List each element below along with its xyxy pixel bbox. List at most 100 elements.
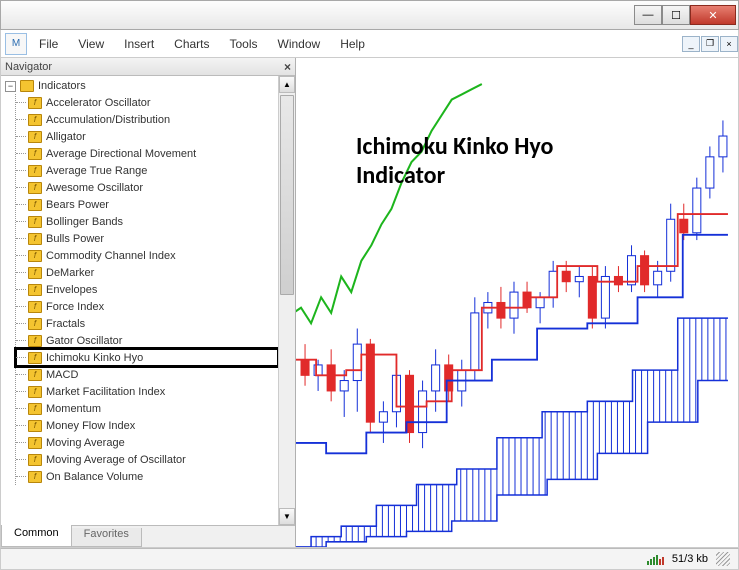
resize-grip[interactable] xyxy=(716,552,730,566)
scroll-up-button[interactable]: ▲ xyxy=(279,76,295,93)
indicator-icon: f xyxy=(28,165,42,177)
indicator-icon: f xyxy=(28,318,42,330)
indicator-icon: f xyxy=(28,403,42,415)
mdi-close-button[interactable]: × xyxy=(720,36,738,52)
indicator-item[interactable]: f Bears Power xyxy=(16,196,278,213)
indicator-label: Fractals xyxy=(46,318,85,330)
indicator-icon: f xyxy=(28,182,42,194)
indicator-item[interactable]: f Momentum xyxy=(16,400,278,417)
navigator-panel: Navigator × − Indicators f Accelerator Os… xyxy=(1,58,296,547)
scroll-track[interactable] xyxy=(279,93,295,508)
folder-icon xyxy=(20,80,34,92)
indicator-icon: f xyxy=(28,352,42,364)
indicator-item[interactable]: fMoving Average xyxy=(16,434,278,451)
chart-area[interactable]: Double Click Ichimoku Kinko HyoIndicator xyxy=(296,58,738,547)
indicator-label: Momentum xyxy=(46,403,101,415)
indicator-icon: f xyxy=(28,471,42,483)
menu-insert[interactable]: Insert xyxy=(114,34,164,54)
tree-root-label: Indicators xyxy=(38,80,86,92)
menu-charts[interactable]: Charts xyxy=(164,34,219,54)
indicator-item[interactable]: f Ichimoku Kinko Hyo xyxy=(16,349,278,366)
indicator-icon: f xyxy=(28,250,42,262)
indicator-item[interactable]: f Moving Average of Oscillator xyxy=(16,451,278,468)
window-close-button[interactable]: ✕ xyxy=(690,5,736,25)
indicator-item[interactable]: f On Balance Volume xyxy=(16,468,278,485)
annotation-indicator-title: Ichimoku Kinko HyoIndicator xyxy=(356,133,553,191)
indicator-item[interactable]: f Fractals xyxy=(16,315,278,332)
indicator-item[interactable]: f Bollinger Bands xyxy=(16,213,278,230)
indicator-icon: f xyxy=(28,131,42,143)
indicator-item[interactable]: fAwesome Oscillator xyxy=(16,179,278,196)
indicator-label: Alligator xyxy=(46,131,86,143)
mdi-restore-button[interactable]: ❐ xyxy=(701,36,719,52)
navigator-close-button[interactable]: × xyxy=(284,60,291,74)
indicator-item[interactable]: f Alligator xyxy=(16,128,278,145)
menu-tools[interactable]: Tools xyxy=(220,34,268,54)
indicator-label: Accumulation/Distribution xyxy=(46,114,170,126)
status-bar: 51/3 kb xyxy=(0,548,739,570)
indicator-label: On Balance Volume xyxy=(46,471,143,483)
indicator-label: Bulls Power xyxy=(46,233,104,245)
indicator-label: Average True Range xyxy=(46,165,147,177)
indicator-label: DeMarker xyxy=(46,267,94,279)
status-kb: 51/3 kb xyxy=(672,553,708,565)
tab-favorites[interactable]: Favorites xyxy=(71,528,142,547)
indicator-icon: f xyxy=(28,114,42,126)
mdi-buttons: _ ❐ × xyxy=(681,36,738,52)
menu-view[interactable]: View xyxy=(68,34,114,54)
indicator-icon: f xyxy=(28,454,42,466)
expander-icon[interactable]: − xyxy=(5,81,16,92)
indicator-label: Ichimoku Kinko Hyo xyxy=(46,352,143,364)
indicator-label: Moving Average of Oscillator xyxy=(46,454,186,466)
indicator-item[interactable]: f Money Flow Index xyxy=(16,417,278,434)
window-minimize-button[interactable]: — xyxy=(634,5,662,25)
indicator-item[interactable]: fEnvelopes xyxy=(16,281,278,298)
indicator-item[interactable]: f DeMarker xyxy=(16,264,278,281)
tree-root-indicators[interactable]: − Indicators xyxy=(5,78,278,94)
indicator-item[interactable]: f Average True Range xyxy=(16,162,278,179)
scroll-thumb[interactable] xyxy=(280,95,294,295)
navigator-header: Navigator × xyxy=(1,58,295,76)
scroll-down-button[interactable]: ▼ xyxy=(279,508,295,525)
menu-file[interactable]: File xyxy=(29,34,68,54)
indicator-label: Market Facilitation Index xyxy=(46,386,165,398)
indicator-item[interactable]: f Bulls Power xyxy=(16,230,278,247)
indicator-icon: f xyxy=(28,216,42,228)
navigator-tree: − Indicators f Accelerator Oscillator f Acc… xyxy=(1,76,278,525)
connection-icon xyxy=(647,553,664,565)
title-bar: — ☐ ✕ xyxy=(0,0,739,30)
indicator-icon: f xyxy=(28,233,42,245)
indicator-item[interactable]: fForce Index xyxy=(16,298,278,315)
indicator-icon: f xyxy=(28,199,42,211)
indicator-label: Average Directional Movement xyxy=(46,148,196,160)
indicator-icon: f xyxy=(28,437,42,449)
indicator-item[interactable]: f Accelerator Oscillator xyxy=(16,94,278,111)
navigator-title: Navigator xyxy=(5,61,52,73)
indicator-label: Accelerator Oscillator xyxy=(46,97,151,109)
window-maximize-button[interactable]: ☐ xyxy=(662,5,690,25)
indicator-icon: f xyxy=(28,369,42,381)
indicator-item[interactable]: f Accumulation/Distribution xyxy=(16,111,278,128)
indicator-label: Bollinger Bands xyxy=(46,216,123,228)
indicator-item[interactable]: fAverage Directional Movement xyxy=(16,145,278,162)
indicator-label: Force Index xyxy=(46,301,104,313)
indicator-item[interactable]: fMarket Facilitation Index xyxy=(16,383,278,400)
app-icon: M xyxy=(5,33,27,55)
indicator-item[interactable]: fGator Oscillator xyxy=(16,332,278,349)
indicator-item[interactable]: fCommodity Channel Index xyxy=(16,247,278,264)
tab-common[interactable]: Common xyxy=(1,525,72,547)
indicator-icon: f xyxy=(28,267,42,279)
indicator-label: Money Flow Index xyxy=(46,420,135,432)
indicator-label: Bears Power xyxy=(46,199,109,211)
mdi-minimize-button[interactable]: _ xyxy=(682,36,700,52)
indicator-label: MACD xyxy=(46,369,78,381)
indicator-icon: f xyxy=(28,420,42,432)
navigator-scrollbar[interactable]: ▲ ▼ xyxy=(278,76,295,525)
menu-help[interactable]: Help xyxy=(330,34,375,54)
menu-window[interactable]: Window xyxy=(268,34,331,54)
indicator-icon: f xyxy=(28,97,42,109)
navigator-tabs: Common Favorites xyxy=(1,525,295,547)
indicator-icon: f xyxy=(28,335,42,347)
indicator-item[interactable]: f MACD xyxy=(16,366,278,383)
client-area: Navigator × − Indicators f Accelerator Os… xyxy=(0,58,739,548)
